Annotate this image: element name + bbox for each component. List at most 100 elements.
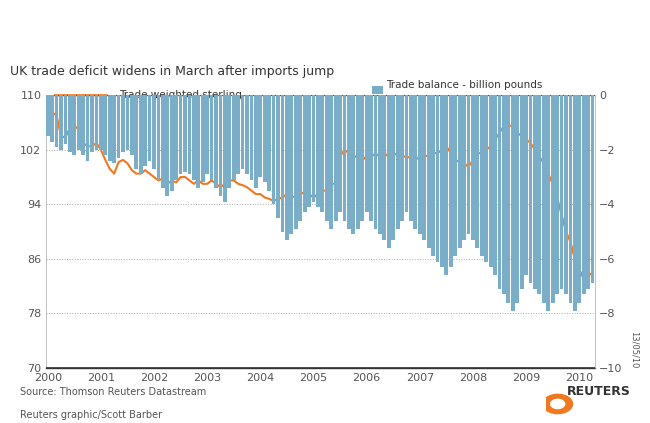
Bar — [462, 95, 466, 240]
Circle shape — [551, 399, 565, 409]
Bar — [476, 95, 479, 248]
Bar — [591, 95, 594, 283]
Bar — [542, 95, 546, 302]
Text: 13/05/10: 13/05/10 — [629, 331, 638, 368]
Bar — [99, 95, 103, 150]
Bar — [564, 95, 568, 294]
Bar — [325, 95, 329, 221]
Bar — [493, 95, 497, 275]
Text: Trade weighted sterling: Trade weighted sterling — [118, 90, 241, 100]
Bar — [458, 95, 461, 248]
Bar — [276, 95, 280, 218]
Bar — [148, 95, 151, 161]
Bar — [245, 95, 249, 174]
Bar — [285, 95, 289, 240]
Bar — [440, 95, 444, 267]
Bar — [431, 95, 435, 256]
Bar — [298, 95, 302, 221]
Bar — [533, 95, 537, 289]
Text: UK goods trade gap: UK goods trade gap — [10, 14, 320, 43]
Bar — [214, 95, 218, 188]
Bar — [484, 95, 488, 261]
Bar — [55, 95, 58, 147]
Bar — [400, 95, 404, 221]
Bar — [192, 95, 196, 180]
Bar — [538, 95, 541, 294]
Bar — [196, 95, 200, 188]
Bar — [316, 95, 320, 207]
Bar — [515, 95, 519, 302]
Circle shape — [543, 394, 573, 414]
Bar — [520, 95, 523, 289]
Bar — [356, 95, 359, 229]
Bar — [551, 95, 554, 302]
Text: Trade balance - billion pounds: Trade balance - billion pounds — [386, 80, 542, 90]
Bar — [445, 95, 448, 275]
Bar — [427, 95, 430, 248]
Bar — [50, 95, 54, 142]
Bar — [223, 95, 227, 202]
Bar — [480, 95, 484, 256]
Bar — [64, 95, 68, 144]
Bar — [303, 95, 307, 212]
Bar — [259, 95, 262, 177]
Bar — [391, 95, 395, 240]
Bar — [343, 95, 346, 221]
Bar — [352, 95, 356, 234]
Bar — [232, 95, 236, 180]
Bar — [307, 95, 311, 207]
Bar — [524, 95, 528, 275]
Bar — [294, 95, 298, 229]
Bar — [506, 95, 510, 302]
Bar — [489, 95, 493, 267]
Bar — [161, 95, 164, 188]
Bar — [418, 95, 422, 234]
Bar — [267, 95, 271, 191]
Bar — [103, 95, 107, 155]
Bar — [422, 95, 426, 240]
Bar — [347, 95, 351, 229]
Bar — [577, 95, 581, 302]
Bar — [125, 95, 129, 150]
Bar — [263, 95, 266, 182]
Bar — [387, 95, 391, 248]
Bar — [46, 95, 49, 136]
Bar — [404, 95, 408, 212]
Bar — [143, 95, 147, 166]
Bar — [94, 95, 98, 150]
Bar — [449, 95, 452, 267]
Bar — [511, 95, 515, 311]
Bar — [250, 95, 254, 180]
Bar — [77, 95, 81, 150]
Bar — [108, 95, 112, 161]
Bar — [560, 95, 564, 289]
Bar — [320, 95, 324, 212]
Bar — [365, 95, 369, 212]
Bar — [139, 95, 142, 174]
Bar — [183, 95, 187, 172]
Bar — [453, 95, 457, 256]
Bar — [413, 95, 417, 229]
Bar — [396, 95, 400, 229]
Bar — [59, 95, 63, 150]
Bar — [227, 95, 231, 188]
Bar — [121, 95, 125, 152]
Bar — [382, 95, 386, 240]
Bar — [311, 95, 315, 202]
Bar — [201, 95, 205, 182]
Bar — [152, 95, 156, 169]
Bar — [360, 95, 364, 221]
Bar — [547, 95, 550, 311]
Bar — [179, 95, 183, 174]
Bar — [130, 95, 134, 155]
Bar — [86, 95, 90, 161]
Bar — [112, 95, 116, 163]
Bar — [555, 95, 559, 294]
Bar — [378, 95, 382, 234]
Bar — [188, 95, 191, 174]
Bar — [81, 95, 85, 155]
Bar — [569, 95, 572, 302]
Bar — [333, 95, 337, 221]
Bar — [72, 95, 76, 155]
Bar — [369, 95, 373, 221]
